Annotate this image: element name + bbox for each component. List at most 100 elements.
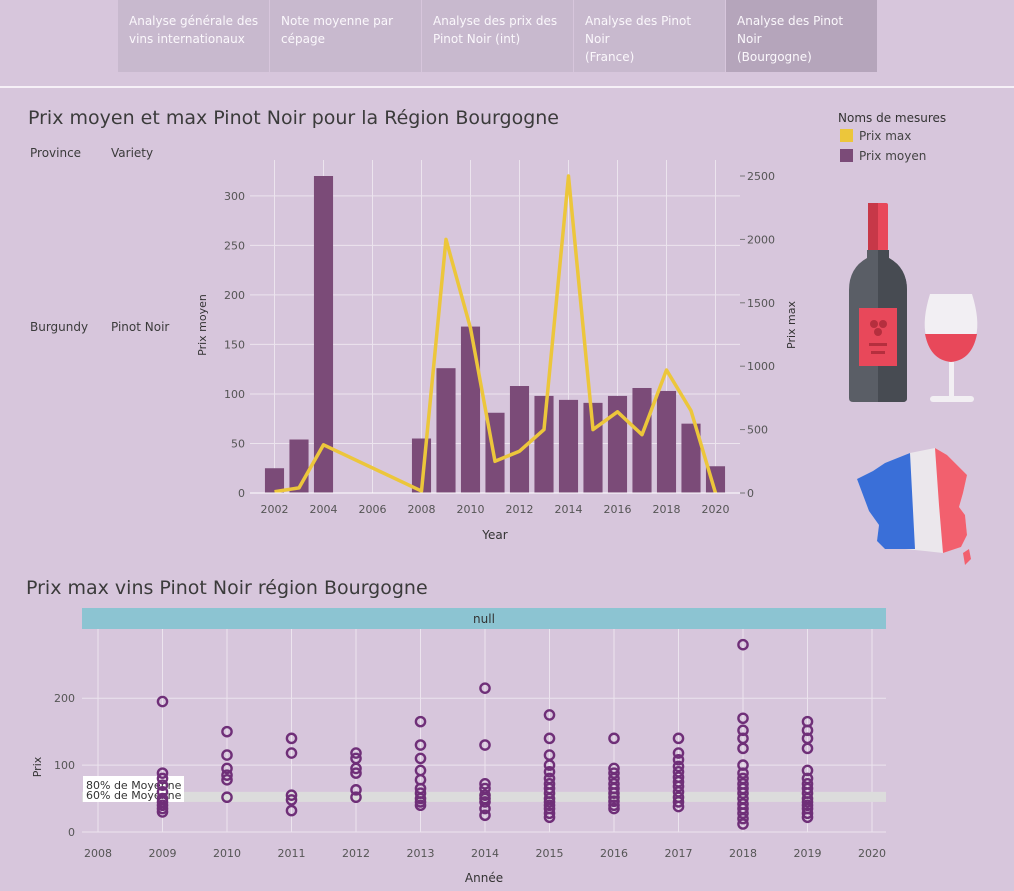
x-tick-label: 2016	[604, 503, 632, 516]
price-point	[737, 818, 749, 830]
avg-price-bar	[460, 326, 481, 493]
price-point	[608, 732, 620, 745]
tab-label-line1: Analyse des prix des	[433, 14, 558, 28]
x-tick-label: 2016	[600, 847, 628, 860]
x-tick-label: 2013	[407, 847, 435, 860]
avg-price-bar	[656, 390, 677, 493]
price-point	[285, 789, 298, 802]
tab-label-line1: Analyse des Pinot Noir	[737, 14, 844, 46]
price-point	[543, 759, 556, 771]
price-point	[737, 638, 749, 651]
price-point	[737, 787, 749, 799]
x-tick-label: 2020	[702, 503, 730, 516]
price-point	[479, 802, 491, 815]
legend-item-avg[interactable]: Prix moyen	[840, 149, 926, 163]
variety-value: Pinot Noir	[111, 320, 170, 334]
legend-swatch-avg	[840, 149, 853, 162]
price-point	[672, 800, 685, 813]
price-point	[285, 804, 298, 817]
price-point	[479, 778, 491, 790]
price-point	[221, 769, 233, 781]
price-point	[221, 762, 233, 775]
price-point	[221, 749, 233, 761]
avg-price-bar	[681, 423, 701, 493]
y-tick-label: 100	[54, 759, 75, 772]
tab-label-line1: Note moyenne par	[281, 14, 394, 28]
x-tick-label: 2002	[261, 503, 289, 516]
price-point	[350, 784, 362, 796]
x-tick-label: 2008	[408, 503, 436, 516]
avg-price-bar	[436, 368, 456, 493]
divider	[0, 86, 1014, 88]
x-tick-label: 2018	[729, 847, 757, 860]
province-value: Burgundy	[30, 320, 89, 334]
price-point	[221, 774, 233, 786]
price-point	[608, 802, 620, 815]
price-point	[221, 791, 233, 804]
avg-max-price-chart: 2002 2004 2006 2008 2010 2012 2014 2016 2018 2020…	[196, 160, 798, 542]
tab-label-line1: Analyse générale des	[129, 14, 259, 28]
x-tick-label: 2012	[506, 503, 534, 516]
legend-label-avg: Prix moyen	[859, 149, 927, 163]
price-point	[543, 807, 556, 820]
y2-tick-label: 2500	[747, 170, 775, 183]
y2-tick-label: 2000	[747, 233, 775, 246]
y2-tick-label: 500	[747, 424, 768, 437]
legend-label-max: Prix max	[859, 129, 912, 143]
tab-average-rating[interactable]: Note moyenne par cépage	[270, 0, 422, 72]
avg-price-bar	[607, 395, 628, 493]
avg-price-bar	[264, 468, 285, 493]
wine-glass-icon	[924, 294, 978, 402]
y-tick-label: 100	[224, 388, 245, 401]
tab-general-analysis[interactable]: Analyse générale des vins internationaux	[118, 0, 270, 72]
price-point	[801, 807, 814, 820]
price-point	[156, 772, 169, 785]
x-tick-label: 2009	[149, 847, 177, 860]
legend-title: Noms de mesures	[838, 111, 947, 125]
y2-tick-label: 1500	[747, 297, 775, 310]
price-point	[737, 712, 749, 725]
tab-pinot-france[interactable]: Analyse des Pinot Noir (France)	[574, 0, 726, 72]
avg-price-bar	[534, 395, 554, 493]
y-axis-title: Prix	[31, 756, 44, 777]
price-point	[285, 747, 298, 759]
price-point	[672, 780, 685, 793]
france-map-icon	[857, 448, 971, 565]
y2-tick-label: 1000	[747, 360, 775, 373]
avg-price-bar	[632, 387, 652, 493]
price-point	[350, 791, 362, 804]
y-tick-label: 150	[224, 338, 245, 351]
y-tick-label: 300	[224, 190, 245, 203]
x-tick-label: 2004	[310, 503, 338, 516]
x-tick-label: 2011	[278, 847, 306, 860]
facet-band-label: null	[473, 612, 495, 626]
price-point	[543, 709, 556, 721]
price-point	[737, 812, 749, 825]
legend-item-max[interactable]: Prix max	[840, 129, 911, 143]
y-tick-label: 0	[238, 487, 245, 500]
tab-pinot-prices-int[interactable]: Analyse des prix des Pinot Noir (int)	[422, 0, 574, 72]
price-point	[672, 753, 685, 766]
price-point	[543, 732, 556, 745]
facet-band	[82, 608, 886, 629]
x-tick-label: 2018	[653, 503, 681, 516]
price-point	[801, 742, 814, 755]
x-tick-label: 2017	[665, 847, 693, 860]
price-point	[156, 806, 169, 818]
price-point	[801, 811, 814, 824]
price-point	[350, 762, 362, 775]
price-point	[156, 695, 169, 708]
tab-pinot-bourgogne[interactable]: Analyse des Pinot Noir (Bourgogne)	[726, 0, 878, 72]
x-tick-label: 2008	[84, 847, 112, 860]
y-tick-label: 0	[68, 826, 75, 839]
price-point	[672, 747, 685, 759]
price-point	[479, 682, 491, 694]
price-point	[221, 725, 233, 738]
price-point	[285, 732, 298, 745]
max-price-line	[274, 174, 718, 494]
price-point	[672, 732, 685, 745]
x-tick-label: 2006	[359, 503, 387, 516]
tab-label-line2: cépage	[281, 32, 325, 46]
y-tick-label: 200	[224, 289, 245, 302]
x-tick-label: 2015	[536, 847, 564, 860]
